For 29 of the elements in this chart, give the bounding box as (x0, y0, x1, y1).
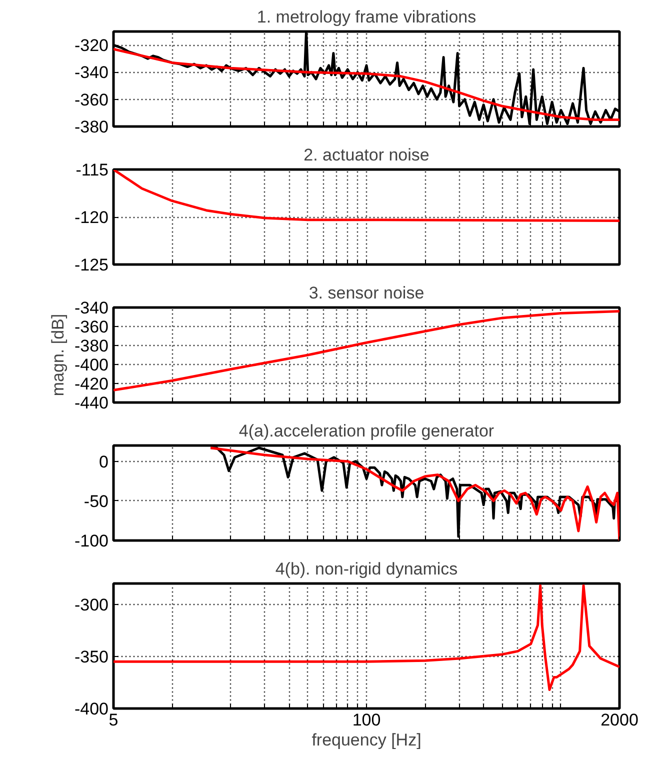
y-tick-label: -360 (74, 90, 109, 110)
y-tick-label: -350 (74, 647, 109, 666)
x-tick-label: 5 (108, 710, 118, 730)
y-tick-label: -100 (74, 532, 109, 550)
y-tick-label: -380 (74, 336, 109, 356)
y-tick-label: -360 (74, 318, 109, 336)
chart-title: 1. metrology frame vibrations (256, 8, 476, 26)
x-tick-label: 2000 (600, 710, 638, 730)
x-tick-label: 100 (352, 710, 381, 730)
chart-title: 2. actuator noise (304, 146, 430, 164)
y-tick-label: -400 (74, 700, 109, 718)
x-axis-title: frequency [Hz] (312, 730, 422, 750)
chart-title: 4(b). non-rigid dynamics (275, 560, 458, 578)
y-tick-label: -115 (76, 160, 108, 180)
y-tick-label: -300 (74, 595, 109, 614)
y-axis-title: magn. [dB] (48, 314, 68, 396)
y-tick-label: -400 (74, 356, 109, 374)
y-tick-label: -320 (74, 36, 109, 56)
y-tick-label: -440 (74, 394, 109, 412)
y-tick-label: -120 (74, 208, 109, 227)
y-tick-label: -125 (74, 256, 109, 274)
y-tick-label: -380 (74, 118, 109, 136)
y-tick-label: -340 (74, 298, 109, 318)
y-tick-label: 0 (99, 452, 109, 472)
chart-title: 4(a).acceleration profile generator (238, 422, 494, 440)
chart-title: 3. sensor noise (308, 284, 424, 302)
y-tick-label: -340 (74, 63, 109, 82)
y-tick-label: -420 (74, 374, 109, 394)
y-tick-label: -50 (84, 492, 109, 511)
